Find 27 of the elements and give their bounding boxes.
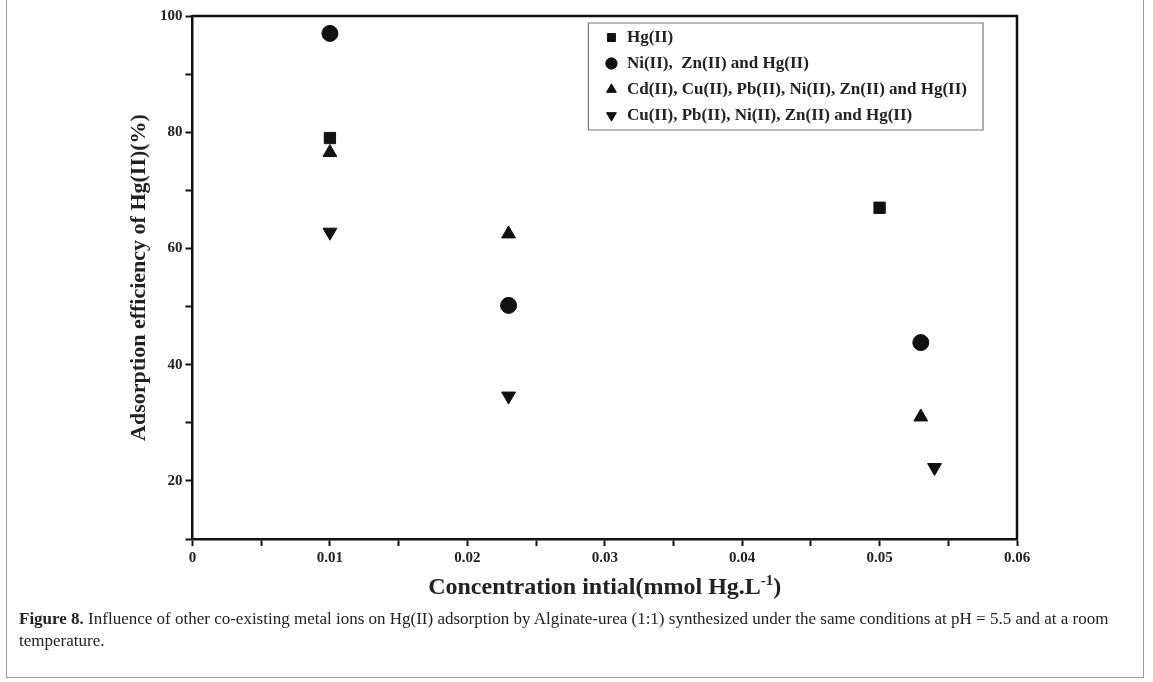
legend-label: Hg(II) [626, 26, 674, 46]
x-tick-label: 0.06 [1003, 548, 1031, 565]
point [912, 334, 930, 352]
y-tick-label: 80 [167, 123, 183, 140]
y-tick-label: 40 [167, 355, 183, 372]
point [322, 144, 338, 158]
legend-label: Cu(II), Pb(II), Ni(II), Zn(II) and Hg(II) [626, 104, 913, 124]
point [322, 227, 338, 241]
y-axis-title: Adsorption efficiency of Hg(II)(%) [125, 114, 150, 441]
x-tick-label: 0.05 [866, 548, 893, 565]
x-tick-label: 0.04 [729, 548, 756, 565]
point [501, 391, 516, 405]
point [873, 201, 886, 214]
point [500, 296, 518, 314]
x-tick-label: 0.02 [454, 548, 481, 565]
legend-label: Cd(II), Cu(II), Pb(II), Ni(II), Zn(II) and Hg(II) [626, 78, 968, 98]
y-tick-label: 100 [160, 6, 183, 23]
point [927, 463, 942, 477]
legend-label: Ni(II), Zn(II) and Hg(II) [626, 52, 809, 72]
point [323, 131, 337, 145]
y-tick-label: 60 [167, 239, 183, 256]
text: Figure 8. Influence of other co-existing metal ions on Hg(II) adsorption by Alginate-urea (1:1) synthesized under the same conditions at pH = 5.5 and at a room temperature. [19, 609, 1109, 650]
x-tick-label: 0.03 [591, 548, 618, 565]
y-tick-label: 20 [167, 471, 183, 488]
x-tick-label: 0.01 [316, 548, 344, 565]
x-tick-label: 0 [188, 548, 197, 565]
point [321, 24, 339, 42]
